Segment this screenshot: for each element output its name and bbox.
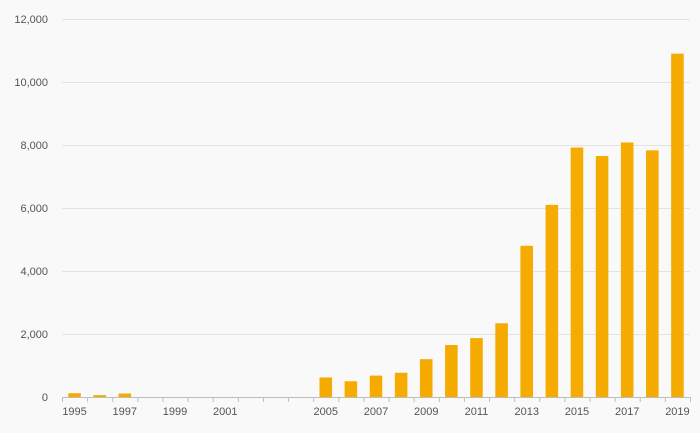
y-tick-label: 0 <box>42 392 48 404</box>
x-tick-label: 2009 <box>414 406 438 418</box>
y-tick-label: 2,000 <box>20 329 48 341</box>
y-tick-label: 10,000 <box>14 77 48 89</box>
bar-2012 <box>495 323 508 397</box>
bar-2008 <box>394 372 408 397</box>
bar-2016 <box>595 156 609 397</box>
bar-2019 <box>671 53 684 398</box>
x-tick-label: 1997 <box>113 406 137 418</box>
bar-2006 <box>344 381 358 397</box>
bar-2015 <box>570 147 584 397</box>
x-tick-label: 2007 <box>364 406 388 418</box>
x-tick-label: 2019 <box>665 406 689 418</box>
x-axis: 1995 1997 1999 2001 2005 2007 2009 2011 2013 2015… <box>62 397 691 418</box>
x-tick-label: 2015 <box>565 406 589 418</box>
x-tick-label: 1995 <box>62 406 86 418</box>
bar-2010 <box>445 345 458 397</box>
bar-1995 <box>68 393 81 397</box>
y-tick-label: 6,000 <box>20 203 48 215</box>
x-tick-label: 2005 <box>314 406 338 418</box>
bar-2005 <box>319 377 333 397</box>
bar-2009 <box>419 359 433 397</box>
bar-2007 <box>369 375 383 397</box>
bar-1996 <box>93 395 106 397</box>
bar-2018 <box>646 150 659 397</box>
bar-1997 <box>118 393 132 397</box>
x-tick-label: 1999 <box>163 406 187 418</box>
x-tick-label: 2017 <box>615 406 639 418</box>
bar-2013 <box>520 245 533 397</box>
bars <box>68 53 684 398</box>
y-tick-label: 12,000 <box>14 14 48 26</box>
y-tick-label: 8,000 <box>20 140 48 152</box>
y-axis: 0 2,000 4,000 6,000 8,000 10,000 12,000 <box>14 14 48 404</box>
gridlines <box>62 19 690 335</box>
x-tick-label: 2011 <box>465 406 489 418</box>
x-tick-label: 2013 <box>514 406 538 418</box>
bar-2011 <box>470 338 483 397</box>
bar-2017 <box>620 142 634 397</box>
x-tick-label: 2001 <box>213 406 237 418</box>
y-tick-label: 4,000 <box>20 266 48 278</box>
bar-2014 <box>545 204 559 397</box>
